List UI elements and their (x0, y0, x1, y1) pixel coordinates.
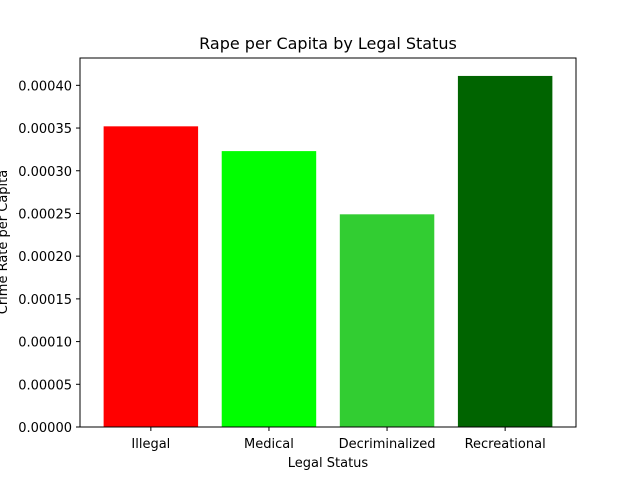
x-axis-ticks: Illegal Medical Decriminalized Recreational (131, 427, 546, 452)
x-tick-label: Decriminalized (339, 437, 436, 452)
y-tick-label: 0.00030 (18, 165, 72, 180)
bar-medical (221, 151, 317, 427)
bars (103, 75, 553, 427)
y-axis-ticks: 0.00000 0.00005 0.00010 0.00015 0.00020 0.000… (18, 79, 80, 436)
bar-decriminalized (339, 214, 435, 427)
y-tick-label: 0.00035 (18, 122, 72, 137)
y-tick-label: 0.00025 (18, 207, 72, 222)
bar-recreational (457, 75, 553, 427)
y-tick-label: 0.00020 (18, 250, 72, 265)
y-tick-label: 0.00015 (18, 293, 72, 308)
y-tick-label: 0.00000 (18, 421, 72, 436)
x-tick-label: Medical (244, 437, 294, 452)
y-tick-label: 0.00010 (18, 336, 72, 351)
x-tick-label: Illegal (131, 437, 170, 452)
x-axis-label: Legal Status (288, 456, 369, 471)
y-axis-label: Crime Rate per Capita (0, 170, 11, 314)
y-tick-label: 0.00005 (18, 378, 72, 393)
plot-area: 0.00000 0.00005 0.00010 0.00015 0.00020 0.000… (18, 57, 577, 452)
chart-title: Rape per Capita by Legal Status (199, 34, 457, 53)
x-tick-label: Recreational (465, 437, 546, 452)
y-tick-label: 0.00040 (18, 79, 72, 94)
plot-frame (79, 57, 577, 428)
bar-illegal (103, 126, 199, 427)
